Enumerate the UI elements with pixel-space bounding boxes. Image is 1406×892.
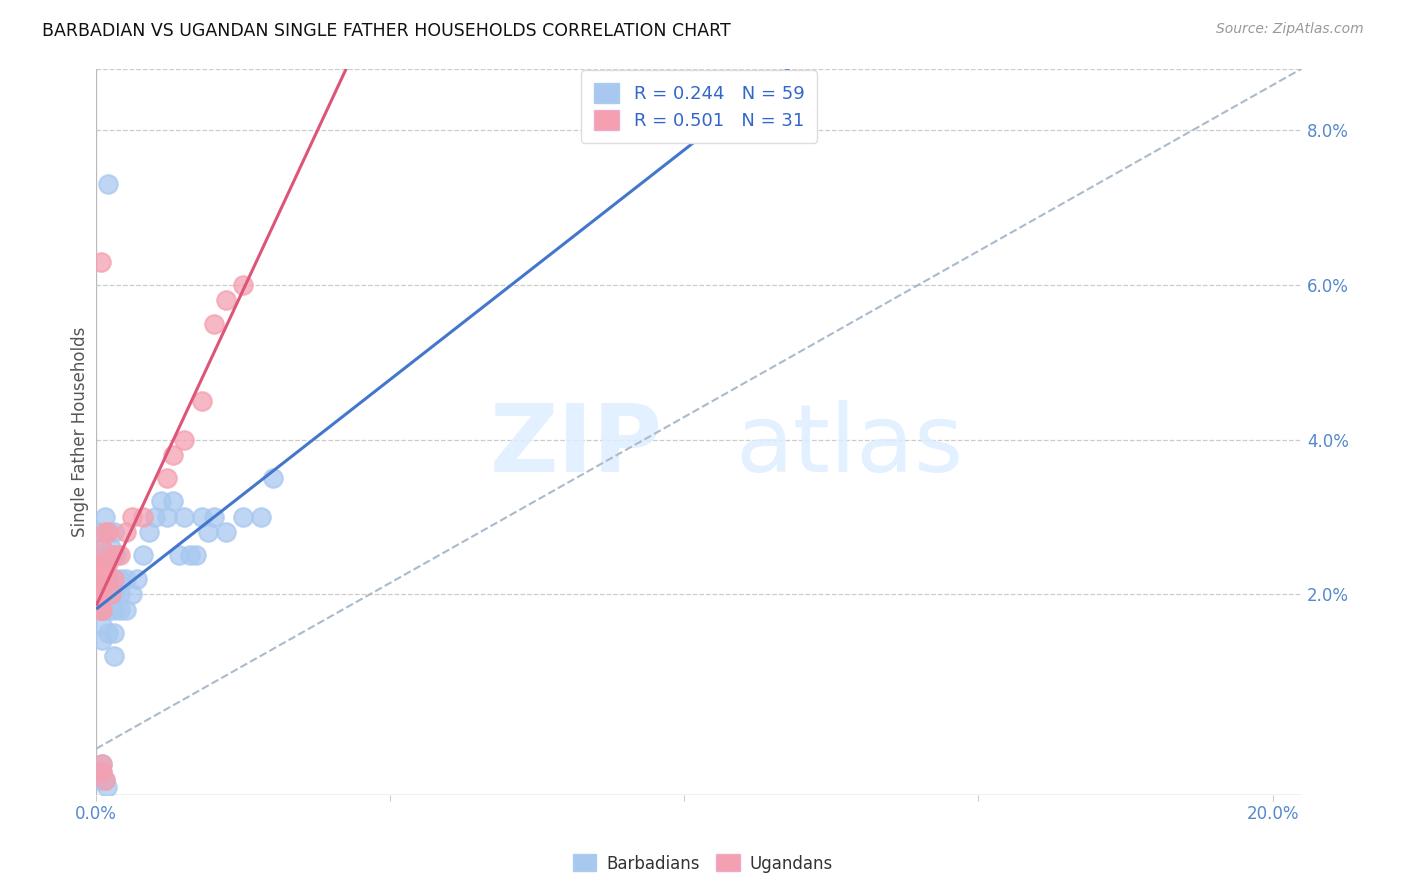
Point	[121, 587, 143, 601]
Point	[232, 277, 254, 292]
Point	[186, 549, 208, 563]
Point	[100, 587, 122, 601]
Point	[91, 757, 114, 772]
Point	[96, 780, 118, 795]
Point	[91, 587, 114, 601]
Point	[90, 254, 112, 268]
Text: Source: ZipAtlas.com: Source: ZipAtlas.com	[1216, 22, 1364, 37]
Point	[91, 764, 114, 779]
Point	[86, 572, 108, 586]
Point	[132, 549, 155, 563]
Point	[103, 549, 125, 563]
Point	[100, 541, 122, 555]
Text: BARBADIAN VS UGANDAN SINGLE FATHER HOUSEHOLDS CORRELATION CHART: BARBADIAN VS UGANDAN SINGLE FATHER HOUSE…	[42, 22, 731, 40]
Point	[91, 757, 114, 772]
Point	[202, 509, 225, 524]
Point	[114, 572, 136, 586]
Point	[89, 602, 111, 616]
Point	[91, 564, 114, 578]
Point	[97, 178, 120, 192]
Point	[91, 541, 114, 555]
Point	[89, 772, 111, 787]
Point	[114, 525, 136, 540]
Point	[90, 764, 112, 779]
Point	[108, 587, 131, 601]
Point	[94, 509, 117, 524]
Text: ZIP: ZIP	[491, 401, 662, 492]
Point	[103, 625, 125, 640]
Point	[191, 393, 214, 408]
Point	[91, 602, 114, 616]
Point	[86, 525, 108, 540]
Point	[97, 572, 120, 586]
Point	[103, 525, 125, 540]
Point	[108, 549, 131, 563]
Point	[262, 471, 284, 485]
Point	[191, 509, 214, 524]
Point	[87, 587, 110, 601]
Point	[94, 772, 117, 787]
Point	[97, 625, 120, 640]
Point	[103, 572, 125, 586]
Point	[149, 494, 172, 508]
Point	[143, 509, 166, 524]
Y-axis label: Single Father Households: Single Father Households	[72, 326, 89, 537]
Point	[197, 525, 219, 540]
Point	[232, 509, 254, 524]
Point	[162, 448, 184, 462]
Point	[103, 648, 125, 663]
Point	[103, 572, 125, 586]
Point	[127, 572, 149, 586]
Legend: Barbadians, Ugandans: Barbadians, Ugandans	[567, 847, 839, 880]
Point	[91, 541, 114, 555]
Point	[90, 556, 112, 570]
Point	[103, 549, 125, 563]
Point	[91, 572, 114, 586]
Point	[162, 494, 184, 508]
Point	[138, 525, 160, 540]
Point	[91, 556, 114, 570]
Point	[91, 572, 114, 586]
Point	[156, 471, 179, 485]
Point	[250, 509, 273, 524]
Point	[97, 572, 120, 586]
Point	[91, 618, 114, 632]
Point	[179, 549, 201, 563]
Point	[214, 293, 236, 308]
Point	[91, 587, 114, 601]
Point	[91, 764, 114, 779]
Point	[89, 549, 111, 563]
Point	[97, 602, 120, 616]
Point	[97, 525, 120, 540]
Point	[167, 549, 190, 563]
Point	[202, 317, 225, 331]
Point	[108, 602, 131, 616]
Point	[94, 525, 117, 540]
Point	[103, 602, 125, 616]
Point	[91, 602, 114, 616]
Point	[94, 772, 117, 787]
Point	[121, 509, 143, 524]
Point	[103, 587, 125, 601]
Point	[94, 572, 117, 586]
Point	[97, 549, 120, 563]
Point	[90, 556, 112, 570]
Point	[214, 525, 236, 540]
Point	[97, 556, 120, 570]
Point	[100, 587, 122, 601]
Point	[108, 572, 131, 586]
Point	[132, 509, 155, 524]
Text: atlas: atlas	[735, 401, 963, 492]
Point	[105, 549, 128, 563]
Point	[97, 587, 120, 601]
Point	[91, 633, 114, 648]
Point	[156, 509, 179, 524]
Point	[173, 433, 195, 447]
Point	[97, 525, 120, 540]
Point	[173, 509, 195, 524]
Point	[114, 602, 136, 616]
Legend: R = 0.244   N = 59, R = 0.501   N = 31: R = 0.244 N = 59, R = 0.501 N = 31	[581, 70, 817, 143]
